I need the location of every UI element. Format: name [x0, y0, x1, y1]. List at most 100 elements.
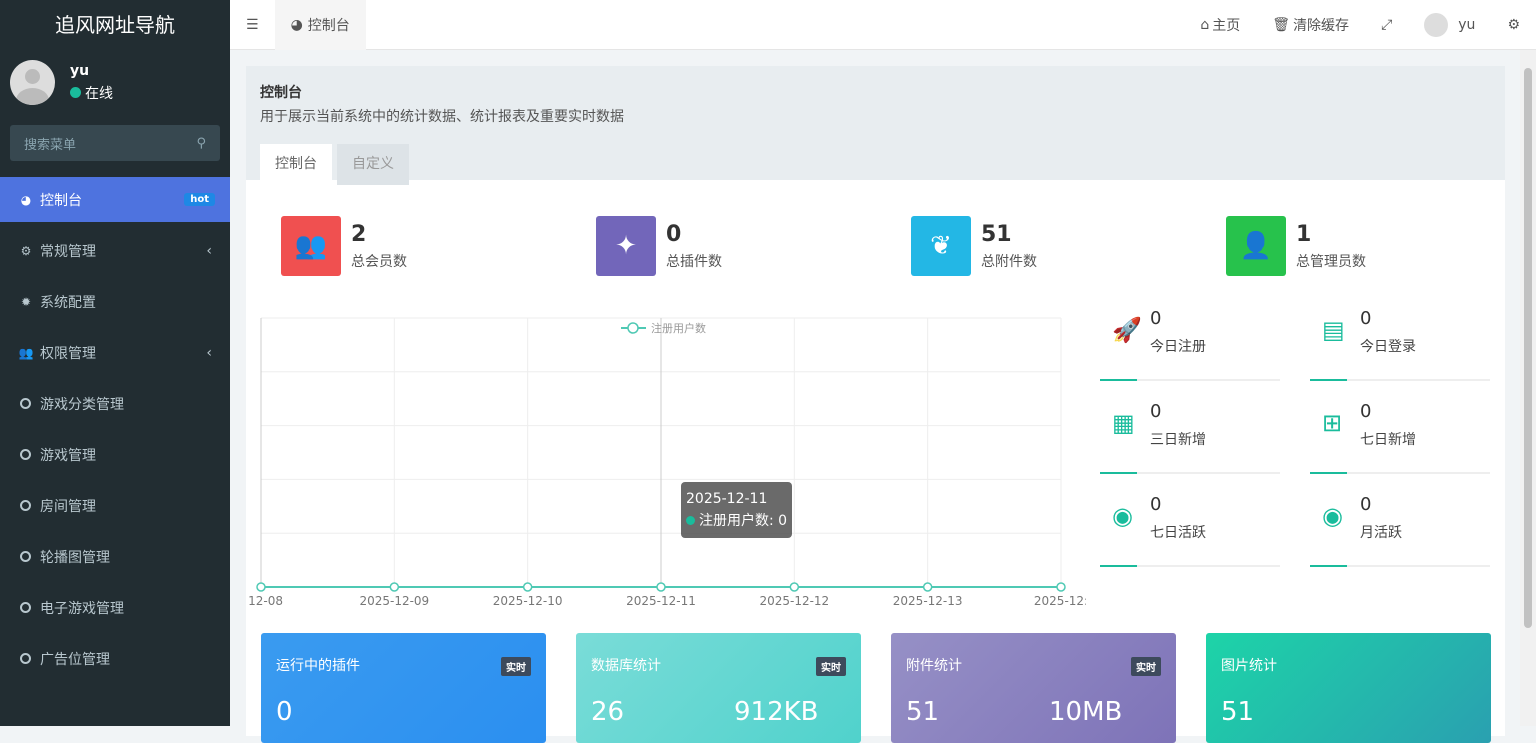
dashboard-panel: 控制台 用于展示当前系统中的统计数据、统计报表及重要实时数据 控制台 自定义 👥… [246, 66, 1505, 743]
user-menu[interactable]: yu [1408, 0, 1491, 50]
sidebar-item-0[interactable]: ◕ 控制台 hot [0, 177, 230, 222]
tab-dashboard[interactable]: ◕ 控制台 [274, 0, 366, 50]
x-tick-label: 2025-12: [1034, 594, 1086, 608]
chevron-left-icon: ‹ [206, 242, 212, 259]
tab-label: 控制台 [307, 17, 350, 34]
legend-marker [627, 322, 639, 334]
sidebar: 追风网址导航 yu 在线 搜索菜单 ⚲ ◕ 控制台 hot ⚙ 常规管理 ‹ ✹ 系统配置 👥 权… [0, 0, 230, 726]
stat-label: 总管理员数 [1296, 253, 1366, 270]
data-point [522, 582, 533, 592]
online-dot-icon [70, 87, 81, 98]
clear-cache-button[interactable]: 🗑 清除缓存 [1256, 0, 1365, 50]
cogs-icon: ⚙ [1507, 16, 1520, 33]
mini-stat-2: ▦ 0 三日新增 [1100, 399, 1280, 474]
mini-stat-label: 今日注册 [1150, 339, 1206, 355]
mini-stat-value: 0 [1360, 494, 1372, 515]
dashboard-icon: ◕ [290, 16, 303, 33]
card-value: 0 [276, 697, 293, 727]
stat-label: 总会员数 [351, 253, 407, 270]
page-description: 用于展示当前系统中的统计数据、统计报表及重要实时数据 [260, 109, 624, 125]
sidebar-item-2[interactable]: ✹ 系统配置 [0, 276, 230, 327]
data-point [922, 582, 933, 592]
card-value: 51 [1221, 697, 1255, 727]
card-value: 51 [906, 697, 940, 727]
tab-custom[interactable]: 自定义 [337, 144, 409, 185]
card-title: 图片统计 [1221, 658, 1277, 674]
tab-dashboard[interactable]: 控制台 [260, 144, 332, 185]
sidebar-item-1[interactable]: ⚙ 常规管理 ‹ [0, 225, 230, 276]
card-value: 26 [591, 697, 625, 727]
avatar [1424, 12, 1449, 37]
sidebar-item-label: 权限管理 [40, 345, 96, 362]
mini-stat-value: 0 [1360, 308, 1372, 329]
settings-button[interactable]: ⚙ [1491, 0, 1536, 50]
x-tick-label: 12-08 [248, 594, 283, 608]
sidebar-item-6[interactable]: 房间管理 [0, 480, 230, 531]
realtime-badge: 实时 [1131, 657, 1161, 676]
circle-icon [20, 500, 31, 511]
stat-3: 👤 1 总管理员数 [1226, 216, 1366, 276]
search-icon[interactable]: ⚲ [196, 135, 206, 151]
sidebar-item-9[interactable]: 广告位管理 [0, 633, 230, 684]
fullscreen-button[interactable]: ⤢ [1365, 0, 1408, 50]
sidebar-item-label: 控制台 [40, 192, 82, 209]
data-point [789, 582, 800, 592]
app-logo[interactable]: 追风网址导航 [55, 13, 175, 37]
sidebar-item-4[interactable]: 游戏分类管理 [0, 378, 230, 429]
scrollbar[interactable] [1520, 50, 1536, 726]
card-title: 数据库统计 [591, 658, 661, 674]
sidebar-item-3[interactable]: 👥 权限管理 ‹ [0, 327, 230, 378]
search-placeholder: 搜索菜单 [24, 137, 77, 153]
stat-2: ❦ 51 总附件数 [911, 216, 1037, 276]
tooltip-value: 注册用户数: 0 [699, 513, 788, 529]
user-circle-icon: ◉ [1322, 502, 1343, 530]
line-chart: 12-08 2025-12-09 2025-12-10 2025-12-11 2025-… [248, 317, 1086, 608]
chart-tooltip: 2025-12-11 注册用户数: 0 [681, 482, 793, 538]
x-tick-label: 2025-12-11 [626, 594, 696, 608]
stat-label: 总附件数 [981, 253, 1037, 270]
home-link[interactable]: ⌂ 主页 [1184, 0, 1256, 50]
stat-value: 51 [981, 221, 1012, 247]
summary-card-2: 附件统计 实时 51 10MB [891, 633, 1176, 743]
sidebar-item-5[interactable]: 游戏管理 [0, 429, 230, 480]
menu-search-input[interactable]: 搜索菜单 ⚲ [10, 125, 220, 161]
realtime-badge: 实时 [501, 657, 531, 676]
sidebar-item-label: 游戏管理 [40, 447, 96, 464]
hot-badge: hot [184, 193, 215, 206]
sidebar-menu: ◕ 控制台 hot ⚙ 常规管理 ‹ ✹ 系统配置 👥 权限管理 ‹ 游戏分类管理 游戏管理 房间管理 轮播… [0, 177, 230, 684]
mini-stat-4: ◉ 0 七日活跃 [1100, 492, 1280, 567]
circle-icon [20, 551, 31, 562]
stat-1: ✦ 0 总插件数 [596, 216, 722, 276]
mini-stat-1: ▤ 0 今日登录 [1310, 306, 1490, 381]
leaf-icon: ❦ [911, 216, 971, 276]
sidebar-item-label: 常规管理 [40, 243, 96, 260]
home-icon: ⌂ [1200, 16, 1210, 33]
trash-icon: 🗑 [1272, 16, 1291, 33]
summary-card-1: 数据库统计 实时 26 912KB [576, 633, 861, 743]
series-dot-icon [686, 516, 695, 525]
dashboard-icon: ◕ [20, 192, 32, 207]
user-status: 在线 [85, 85, 113, 102]
sidebar-item-8[interactable]: 电子游戏管理 [0, 582, 230, 633]
stat-value: 2 [351, 221, 367, 247]
clear-cache-label: 清除缓存 [1293, 17, 1350, 34]
x-tick-label: 2025-12-13 [893, 594, 963, 608]
sidebar-item-label: 游戏分类管理 [40, 396, 124, 413]
x-tick-label: 2025-12-09 [359, 594, 429, 608]
mini-stat-0: 🚀 0 今日注册 [1100, 306, 1280, 381]
sidebar-toggle-button[interactable]: ☰ [246, 16, 259, 33]
mini-stat-label: 今日登录 [1360, 339, 1416, 355]
sidebar-item-7[interactable]: 轮播图管理 [0, 531, 230, 582]
sidebar-item-label: 轮播图管理 [40, 549, 110, 566]
expand-icon: ⤢ [1381, 16, 1393, 33]
data-point [256, 582, 266, 592]
users-icon: 👥 [281, 216, 341, 276]
stat-0: 👥 2 总会员数 [281, 216, 407, 276]
home-label: 主页 [1212, 17, 1241, 34]
scrollbar-thumb[interactable] [1524, 68, 1532, 628]
summary-card-0: 运行中的插件 实时 0 [261, 633, 546, 743]
card-value-secondary: 10MB [1049, 697, 1123, 727]
user-name: yu [70, 62, 90, 79]
users-icon: 👥 [18, 345, 34, 360]
stat-value: 0 [666, 221, 682, 247]
